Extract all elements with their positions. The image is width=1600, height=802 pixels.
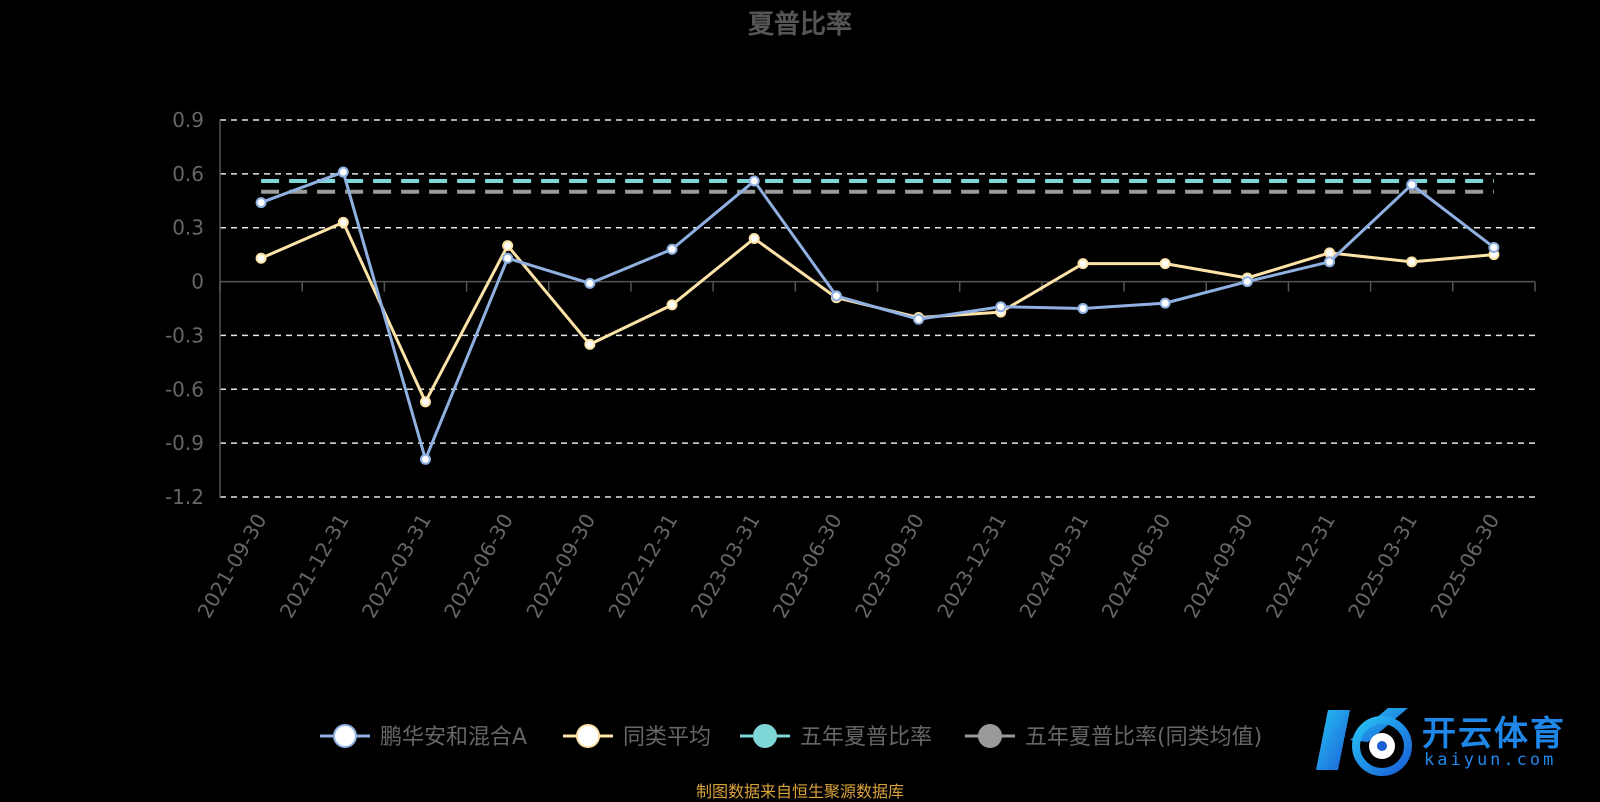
legend-marker (978, 724, 1002, 748)
legend-label: 五年夏普比率 (800, 725, 932, 750)
reference-lines (261, 179, 1494, 194)
y-tick-label: 0.6 (172, 162, 204, 186)
legend-item-3[interactable]: 五年夏普比率(同类均值) (965, 724, 1262, 750)
legend-item-1[interactable]: 同类平均 (563, 724, 711, 750)
y-tick-label: 0.9 (172, 108, 204, 132)
x-tick-label: 2022-06-30 (439, 510, 518, 623)
logo-emblem-icon (1316, 708, 1412, 776)
data-point (1241, 276, 1253, 288)
data-point (584, 277, 596, 289)
legend-marker (576, 724, 600, 748)
y-tick-label: 0 (191, 270, 204, 294)
data-point (830, 290, 842, 302)
y-tick-label: -0.6 (165, 377, 204, 401)
legend-label: 五年夏普比率(同类均值) (1025, 725, 1262, 750)
x-tick-label: 2022-12-31 (603, 510, 682, 623)
x-tick-label: 2022-09-30 (521, 510, 600, 623)
x-tick-label: 2021-09-30 (193, 510, 272, 623)
legend-label: 鹏华安和混合A (380, 725, 527, 750)
data-point (337, 166, 349, 178)
legend[interactable]: 鹏华安和混合A 同类平均 五年夏普比率 五年夏普比率(同类均值) (320, 724, 1262, 750)
series-lines (255, 166, 1500, 465)
series-line-1 (260, 220, 1495, 404)
x-tick-label: 2023-09-30 (850, 510, 929, 623)
data-point (666, 299, 678, 311)
data-point (913, 313, 925, 325)
legend-marker (333, 724, 357, 748)
data-point (1159, 258, 1171, 270)
data-point (419, 396, 431, 408)
y-tick-label: 0.3 (172, 216, 204, 240)
x-tick-label: 2024-09-30 (1179, 510, 1258, 623)
data-point (666, 243, 678, 255)
x-tick-label: 2023-06-30 (768, 510, 847, 623)
y-tick-label: -0.3 (165, 323, 204, 347)
chart-title: 夏普比率 (748, 9, 852, 40)
data-point (1324, 247, 1336, 259)
logo-name: 开云体育 (1422, 714, 1566, 754)
series-line-0 (260, 170, 1495, 461)
data-point (748, 175, 760, 187)
data-point (1406, 179, 1418, 191)
legend-item-0[interactable]: 鹏华安和混合A (320, 724, 527, 750)
x-tick-label: 2022-03-31 (357, 510, 436, 623)
x-tick-label: 2024-06-30 (1097, 510, 1176, 623)
kaiyun-logo: 开云体育 kaiyun.com (1310, 700, 1590, 785)
data-point (255, 252, 267, 264)
x-tick-label: 2021-12-31 (275, 510, 354, 623)
data-point (1077, 258, 1089, 270)
data-point (584, 338, 596, 350)
legend-label: 同类平均 (623, 725, 711, 750)
data-point (502, 252, 514, 264)
data-point (255, 197, 267, 209)
data-point (1488, 241, 1500, 253)
x-tick-label: 2024-12-31 (1261, 510, 1340, 623)
x-tick-label: 2024-03-31 (1014, 510, 1093, 623)
x-tick-label: 2025-03-31 (1343, 510, 1422, 623)
x-tick-label: 2023-12-31 (932, 510, 1011, 623)
logo-domain: kaiyun.com (1424, 750, 1557, 770)
legend-marker (753, 724, 777, 748)
data-point (1324, 256, 1336, 268)
legend-item-2[interactable]: 五年夏普比率 (740, 724, 932, 750)
data-point (1406, 256, 1418, 268)
data-point (419, 453, 431, 465)
data-point (995, 301, 1007, 313)
x-tick-label: 2023-03-31 (686, 510, 765, 623)
data-point (337, 216, 349, 228)
data-point (1077, 303, 1089, 314)
x-tick-label: 2025-06-30 (1425, 510, 1504, 623)
data-point (748, 232, 760, 244)
data-point (502, 240, 514, 252)
data-point (1159, 297, 1171, 309)
data-source-note: 制图数据来自恒生聚源数据库 (695, 782, 904, 801)
y-tick-label: -1.2 (165, 485, 204, 509)
y-tick-label: -0.9 (165, 431, 204, 455)
